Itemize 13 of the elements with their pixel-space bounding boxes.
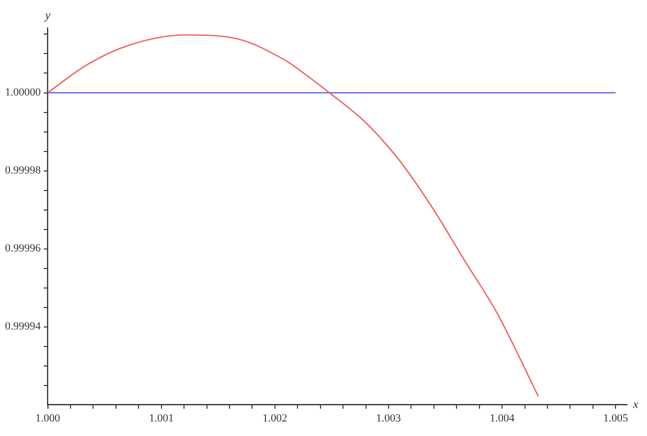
y-tick-label: 0.99994 xyxy=(5,320,42,333)
x-axis-title: x xyxy=(632,396,639,411)
y-tick-label: 0.99996 xyxy=(5,242,42,255)
y-tick-label: 0.99998 xyxy=(5,164,42,177)
x-tick-label: 1.005 xyxy=(603,412,629,424)
y-tick-label: 1.00000 xyxy=(5,86,42,99)
x-tick-label: 1.002 xyxy=(262,412,288,424)
y-axis-title: y xyxy=(44,8,52,22)
line-series xyxy=(48,34,540,398)
x-tick-label: 1.004 xyxy=(490,412,515,424)
x-tick-label: 1.000 xyxy=(35,412,61,424)
x-tick-label: 1.001 xyxy=(148,412,174,424)
x-tick-label: 1.003 xyxy=(376,412,402,424)
